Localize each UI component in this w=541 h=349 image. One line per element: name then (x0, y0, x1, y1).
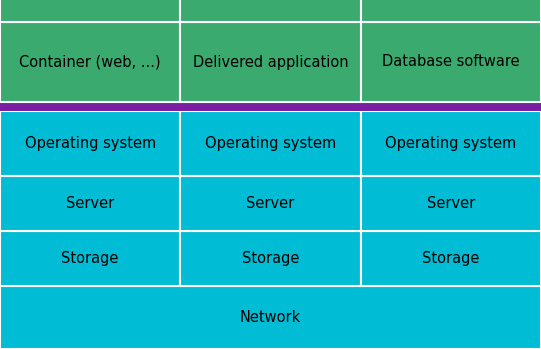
Text: Delivered application: Delivered application (193, 54, 348, 69)
Text: Storage: Storage (242, 251, 299, 266)
Bar (361, 0, 541, 22)
Text: Server: Server (427, 196, 475, 211)
Text: Server: Server (246, 196, 295, 211)
Bar (0, 102, 541, 111)
Text: Operating system: Operating system (24, 136, 156, 151)
Text: Database software: Database software (382, 54, 520, 69)
Bar (361, 111, 541, 176)
Text: Server: Server (66, 196, 114, 211)
Bar (180, 0, 361, 22)
Bar (0, 286, 541, 349)
Text: Network: Network (240, 310, 301, 325)
Bar (180, 111, 361, 176)
Bar (0, 22, 180, 102)
Bar (361, 231, 541, 286)
Bar (0, 111, 180, 176)
Text: Operating system: Operating system (205, 136, 336, 151)
Bar (180, 22, 361, 102)
Bar (0, 231, 180, 286)
Bar (180, 176, 361, 231)
Text: Storage: Storage (62, 251, 119, 266)
Text: Operating system: Operating system (385, 136, 517, 151)
Bar (0, 176, 180, 231)
Text: Container (web, ...): Container (web, ...) (19, 54, 161, 69)
Bar (361, 176, 541, 231)
Bar (180, 231, 361, 286)
Text: Storage: Storage (422, 251, 479, 266)
Bar (0, 0, 180, 22)
Bar (361, 22, 541, 102)
